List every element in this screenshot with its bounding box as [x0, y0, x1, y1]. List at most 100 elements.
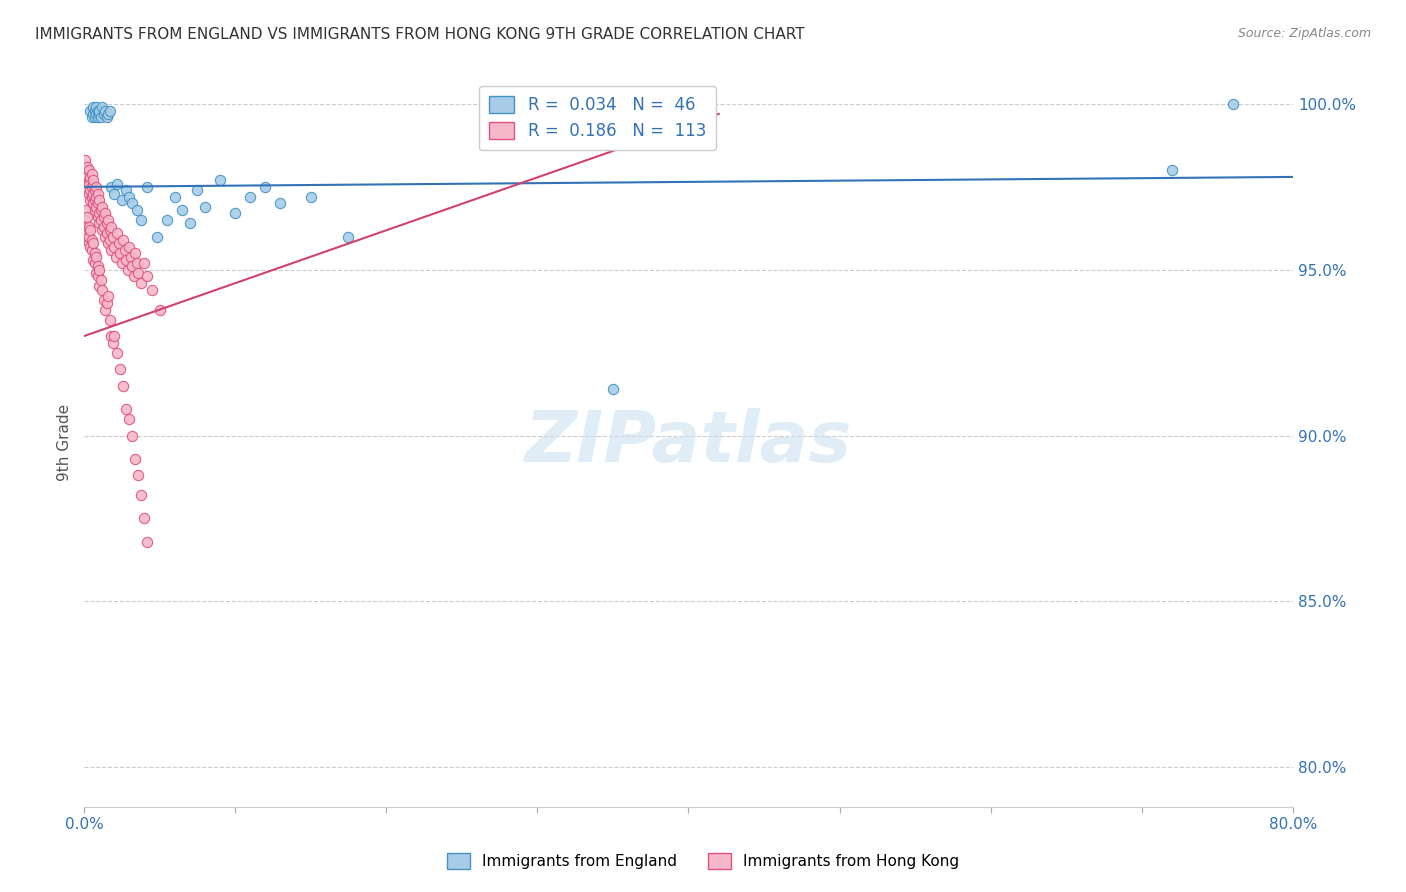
Point: [110, 362, 132, 376]
Point: [93, 107, 115, 121]
Point: [87, 107, 110, 121]
Point: [77, 163, 100, 178]
Point: [100, 179, 122, 194]
Point: [82, 186, 104, 201]
Point: [83, 246, 105, 260]
Point: [1161, 163, 1184, 178]
Point: [134, 511, 156, 525]
Point: [75, 163, 97, 178]
Point: [84, 179, 107, 194]
Point: [163, 190, 186, 204]
Point: [131, 488, 153, 502]
Point: [100, 329, 122, 343]
Point: [105, 177, 128, 191]
Point: [82, 196, 104, 211]
Point: [79, 183, 101, 197]
Point: [76, 210, 98, 224]
Point: [93, 210, 115, 224]
Point: [80, 110, 103, 124]
Point: [105, 345, 128, 359]
Point: [83, 203, 105, 218]
Point: [84, 107, 107, 121]
Point: [104, 250, 127, 264]
Point: [86, 260, 108, 274]
Point: [337, 229, 360, 244]
Point: [82, 236, 104, 251]
Point: [76, 229, 98, 244]
Point: [91, 223, 114, 237]
Point: [84, 266, 107, 280]
Point: [602, 382, 624, 396]
Point: [136, 534, 159, 549]
Point: [86, 210, 108, 224]
Point: [77, 177, 100, 191]
Point: [121, 260, 143, 274]
Point: [131, 213, 153, 227]
Point: [124, 246, 146, 260]
Point: [112, 379, 135, 393]
Point: [98, 103, 121, 118]
Point: [101, 335, 124, 350]
Point: [76, 219, 98, 234]
Point: [110, 246, 132, 260]
Point: [77, 236, 100, 251]
Point: [75, 203, 97, 218]
Point: [96, 227, 118, 241]
Point: [179, 216, 201, 230]
Point: [127, 266, 149, 280]
Point: [122, 269, 145, 284]
Point: [90, 213, 112, 227]
Point: [186, 183, 208, 197]
Point: [136, 269, 159, 284]
Point: [87, 279, 110, 293]
Point: [107, 236, 129, 251]
Point: [98, 312, 121, 326]
Point: [96, 296, 118, 310]
Point: [84, 190, 107, 204]
Point: [83, 193, 105, 207]
Point: [299, 190, 322, 204]
Point: [83, 103, 105, 118]
Point: [121, 428, 143, 442]
Point: [90, 203, 112, 218]
Point: [96, 216, 118, 230]
Point: [94, 302, 117, 317]
Point: [100, 219, 122, 234]
Legend: Immigrants from England, Immigrants from Hong Kong: Immigrants from England, Immigrants from…: [441, 847, 965, 875]
Point: [82, 252, 104, 267]
Point: [112, 233, 135, 247]
Point: [208, 173, 231, 187]
Point: [101, 229, 124, 244]
Point: [127, 468, 149, 483]
Point: [79, 103, 101, 118]
Point: [75, 213, 97, 227]
Point: [97, 236, 120, 251]
Point: [125, 256, 148, 270]
Point: [98, 223, 121, 237]
Point: [97, 107, 120, 121]
Point: [79, 223, 101, 237]
Point: [86, 103, 108, 118]
Point: [83, 110, 105, 124]
Point: [239, 190, 262, 204]
Point: [79, 239, 101, 253]
Point: [82, 107, 104, 121]
Point: [97, 213, 120, 227]
Point: [115, 402, 138, 417]
Point: [86, 110, 108, 124]
Point: [1222, 97, 1244, 112]
Point: [224, 206, 246, 220]
Point: [87, 103, 110, 118]
Point: [77, 229, 100, 244]
Point: [91, 200, 114, 214]
Point: [94, 229, 117, 244]
Y-axis label: 9th Grade: 9th Grade: [58, 404, 72, 481]
Point: [87, 216, 110, 230]
Point: [86, 186, 108, 201]
Point: [90, 110, 112, 124]
Point: [90, 273, 112, 287]
Point: [83, 256, 105, 270]
Point: [80, 243, 103, 257]
Point: [117, 262, 139, 277]
Point: [136, 179, 159, 194]
